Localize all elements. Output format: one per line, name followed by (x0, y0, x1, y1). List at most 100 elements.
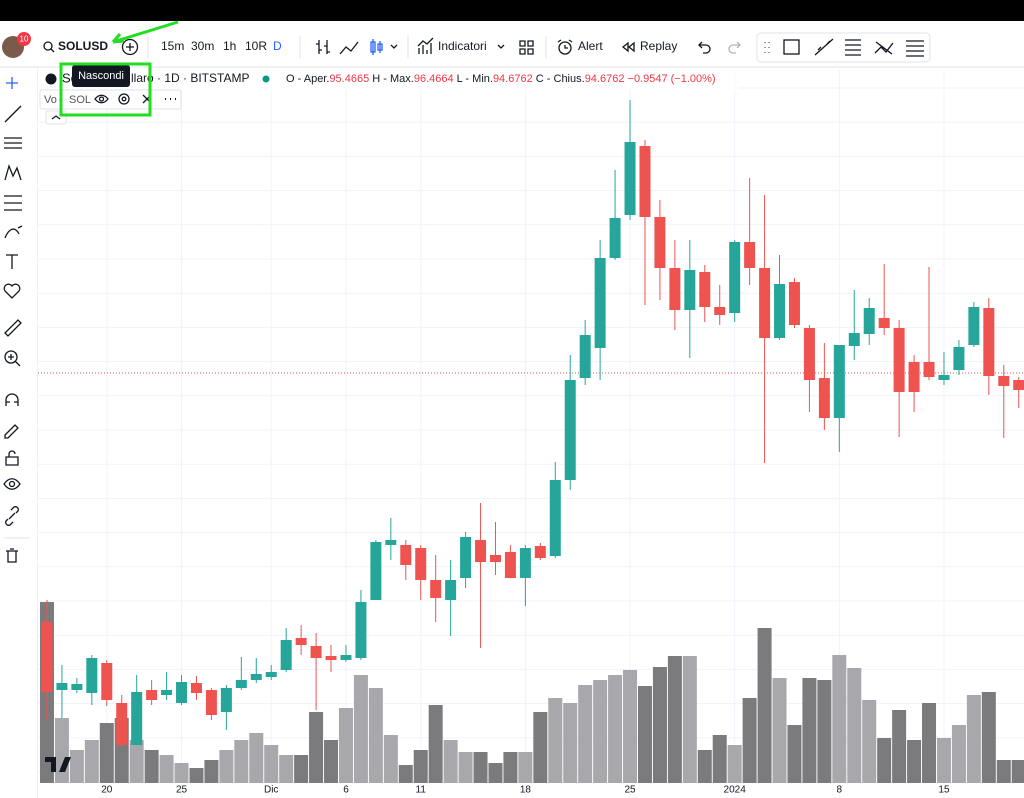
replay-icon[interactable] (621, 41, 635, 53)
crosshair-tool[interactable] (6, 77, 18, 89)
symbol[interactable]: SOLUSD (58, 39, 108, 53)
zoom-tool (8, 354, 21, 367)
candle-body (176, 682, 188, 703)
volume-bar (69, 750, 84, 783)
tv-logo (45, 757, 71, 772)
replay-button[interactable]: Replay (640, 39, 677, 53)
add-symbol (126, 43, 134, 51)
annotation-arrow (111, 20, 179, 44)
volume-bar (727, 745, 742, 783)
favorites[interactable] (3, 283, 21, 299)
volume-bar (264, 745, 279, 783)
label: L (457, 73, 463, 85)
candle-body (714, 307, 726, 315)
chevron[interactable] (497, 44, 505, 49)
chevron[interactable] (390, 44, 398, 49)
candle-body (803, 328, 815, 380)
brush-tool[interactable] (4, 225, 23, 239)
pattern-tool[interactable] (4, 163, 22, 181)
candle-body (699, 272, 711, 307)
volume-bar (159, 755, 174, 783)
candle-body (534, 546, 546, 558)
drawing-panel (756, 32, 931, 63)
lines-tool[interactable] (906, 40, 924, 57)
candle-body (504, 552, 516, 578)
collapse-button[interactable] (45, 110, 67, 125)
line-icon[interactable] (339, 41, 359, 55)
volume-bar (368, 688, 383, 783)
symbol-icon (45, 73, 57, 85)
candle-body (893, 328, 905, 392)
text-tool[interactable] (6, 254, 18, 269)
hide[interactable] (3, 478, 21, 490)
trend-tool[interactable] (4, 105, 22, 123)
candle-body (101, 663, 113, 700)
add-symbol[interactable] (121, 38, 139, 56)
volume-legend (39, 89, 182, 110)
interval-active[interactable]: D (273, 39, 282, 53)
volume-bar (563, 703, 578, 783)
collapse-button (51, 115, 61, 120)
top-strip (0, 0, 1024, 21)
candle-body (774, 284, 786, 338)
interval[interactable]: 10R (245, 39, 267, 53)
search-icon (43, 41, 53, 51)
volume-symbol: SOL (69, 94, 91, 106)
alert-icon[interactable] (558, 41, 572, 55)
interval[interactable]: 1h (223, 39, 236, 53)
candle-body (460, 537, 472, 578)
magnet[interactable] (5, 393, 19, 406)
candle-body (564, 380, 576, 480)
volume-bar (533, 712, 548, 783)
x-tick-label: 11 (416, 785, 427, 796)
candle-body (475, 540, 487, 562)
volume-bar (144, 750, 159, 783)
interval[interactable]: 15m (161, 39, 184, 53)
x-tick-label: 25 (176, 785, 188, 796)
zoom-tool[interactable] (4, 350, 18, 364)
volume-bar (548, 698, 563, 783)
redo[interactable] (728, 41, 741, 54)
volume-bar (309, 712, 324, 783)
settings-button[interactable] (118, 93, 130, 105)
candle-body (220, 688, 232, 712)
hide-button (98, 96, 105, 102)
candle-body (385, 540, 397, 545)
fib-tool[interactable] (845, 39, 861, 56)
volume-bar (817, 680, 832, 783)
volume-bar (353, 675, 368, 783)
draw-mode[interactable] (4, 424, 19, 439)
candle-body (1013, 380, 1024, 390)
change: −0.9547 (−1.00%) (628, 73, 716, 85)
drag-handle[interactable] (764, 42, 770, 53)
path-tool[interactable] (814, 38, 834, 56)
alert-button[interactable]: Alert (578, 39, 603, 53)
link[interactable] (5, 506, 19, 526)
gann-tool[interactable] (4, 195, 22, 211)
pattern-tool[interactable] (874, 41, 894, 55)
volume-bar (324, 740, 339, 783)
volume-bar (578, 685, 593, 783)
layouts-icon[interactable] (519, 40, 534, 55)
indicators-button[interactable]: Indicatori (438, 39, 487, 53)
delete[interactable] (6, 548, 18, 563)
candle-body (759, 268, 771, 338)
lock[interactable] (5, 450, 19, 466)
volume-bar (1011, 760, 1024, 783)
volume-bar (637, 686, 652, 783)
hide-button[interactable] (94, 94, 109, 104)
interval[interactable]: 30m (191, 39, 214, 53)
channel-tool[interactable] (4, 137, 22, 149)
volume-bar (682, 656, 697, 783)
candles-icon[interactable] (370, 39, 383, 55)
undo[interactable] (698, 41, 711, 54)
bars-icon[interactable] (316, 40, 330, 54)
rectangle-tool[interactable] (783, 39, 800, 55)
indicators-icon[interactable] (417, 37, 434, 54)
candle-body (848, 333, 860, 346)
volume-bar (338, 708, 353, 783)
volume-bar (936, 738, 951, 783)
ruler-tool[interactable] (4, 319, 22, 337)
volume-bar (832, 655, 847, 783)
